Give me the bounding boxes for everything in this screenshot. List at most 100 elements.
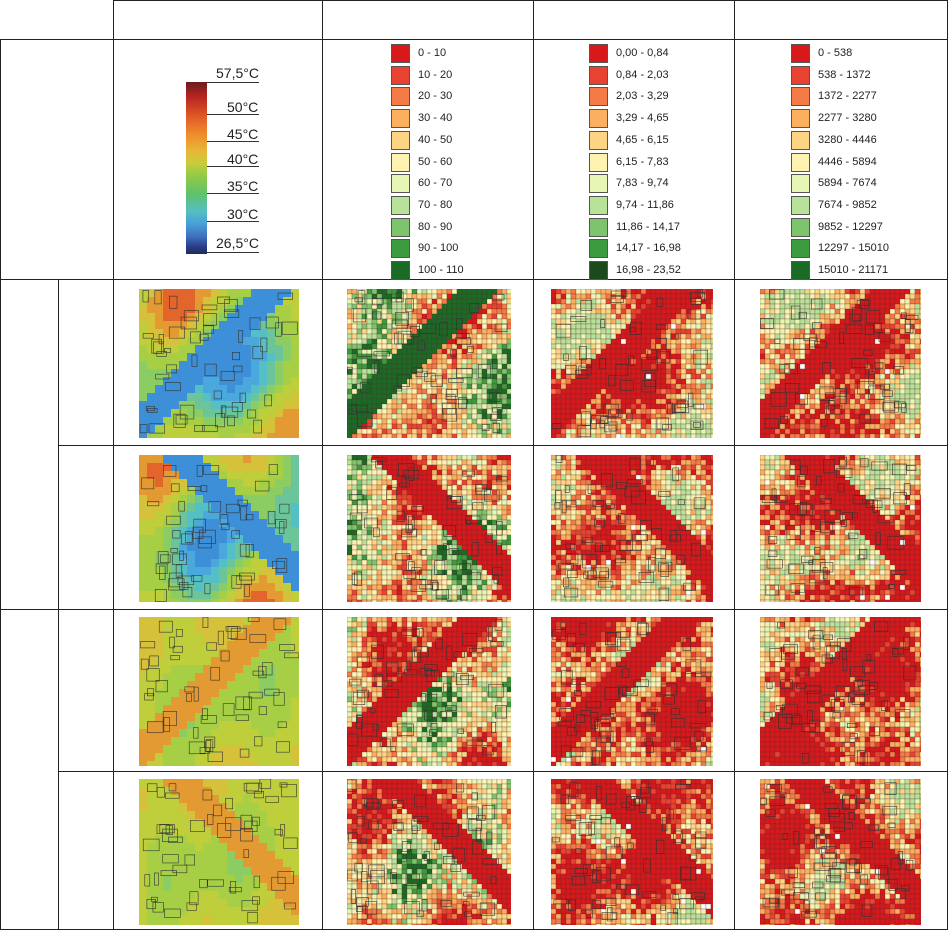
legend-label: 1372 - 2277 bbox=[818, 90, 877, 103]
grid-line bbox=[0, 609, 948, 610]
tick-label: 50°C bbox=[227, 99, 259, 115]
legend-swatch bbox=[791, 87, 810, 107]
legend-label: 0,84 - 2,03 bbox=[616, 68, 669, 81]
legend-label: 10 - 20 bbox=[418, 68, 453, 81]
legend-label: 60 - 70 bbox=[418, 177, 453, 190]
legend-label: 7674 - 9852 bbox=[818, 198, 877, 211]
legend-swatch bbox=[791, 109, 810, 129]
class-map-image bbox=[760, 617, 921, 766]
legend-label: 20 - 30 bbox=[418, 90, 453, 103]
grid-line bbox=[0, 279, 948, 280]
thermal-map-image bbox=[139, 617, 299, 766]
legend-label: 3,29 - 4,65 bbox=[616, 112, 669, 125]
class-map-image bbox=[551, 779, 713, 925]
class-map-image bbox=[551, 455, 713, 602]
class-map-image bbox=[551, 617, 713, 766]
grid-line bbox=[58, 771, 948, 772]
legend-swatch bbox=[791, 44, 810, 63]
grid-line bbox=[322, 0, 323, 930]
legend-label: 90 - 100 bbox=[418, 242, 459, 255]
legend-label: 80 - 90 bbox=[418, 220, 453, 233]
tick-label-min: 26,5°C bbox=[216, 235, 259, 251]
tick-label: 30°C bbox=[227, 206, 259, 222]
legend-swatch bbox=[589, 195, 608, 215]
grid-line bbox=[734, 0, 735, 930]
grid-line bbox=[0, 39, 948, 40]
class-map-image bbox=[760, 779, 921, 925]
thermal-map-image bbox=[139, 289, 299, 438]
legend-label: 14,17 - 16,98 bbox=[616, 242, 681, 255]
grid-line bbox=[58, 445, 948, 446]
class-map-image bbox=[347, 779, 511, 925]
tick-label-max: 57,5°C bbox=[216, 65, 259, 81]
tick-line bbox=[207, 82, 259, 83]
legend-label: 3280 - 4446 bbox=[818, 133, 877, 146]
legend-label: 9,74 - 11,86 bbox=[616, 198, 674, 211]
tick-label: 45°C bbox=[227, 126, 259, 142]
grid-line bbox=[0, 39, 1, 930]
grid-line bbox=[113, 0, 114, 930]
legend-label: 40 - 50 bbox=[418, 133, 453, 146]
legend-swatch bbox=[391, 239, 410, 259]
class-map-image bbox=[760, 455, 921, 602]
legend-label: 0 - 538 bbox=[818, 47, 853, 59]
grid-line bbox=[58, 279, 59, 930]
legend-label: 16,98 - 23,52 bbox=[616, 264, 681, 276]
legend-label: 9852 - 12297 bbox=[818, 220, 883, 233]
legend-swatch bbox=[391, 174, 410, 194]
tick-label: 35°C bbox=[227, 178, 259, 194]
legend-label: 2277 - 3280 bbox=[818, 112, 877, 125]
legend-swatch bbox=[589, 44, 608, 63]
legend-label: 15010 - 21171 bbox=[818, 264, 889, 276]
legend-swatch bbox=[791, 239, 810, 259]
legend-label: 538 - 1372 bbox=[818, 68, 871, 81]
legend-swatch bbox=[589, 65, 608, 85]
legend-swatch bbox=[791, 65, 810, 85]
thermal-map-image bbox=[139, 779, 299, 925]
legend-label: 2,03 - 3,29 bbox=[616, 90, 669, 103]
tick-line bbox=[207, 221, 259, 222]
legend-swatch bbox=[791, 152, 810, 172]
legend-swatch bbox=[791, 174, 810, 194]
legend-label: 6,15 - 7,83 bbox=[616, 155, 669, 168]
legend-swatch bbox=[391, 44, 410, 63]
temperature-colorbar bbox=[186, 82, 207, 254]
legend-label: 100 - 110 bbox=[418, 264, 464, 276]
legend-swatch bbox=[589, 109, 608, 129]
legend-label: 4446 - 5894 bbox=[818, 155, 877, 168]
legend-label: 7,83 - 9,74 bbox=[616, 177, 669, 190]
grid-line bbox=[533, 0, 534, 930]
legend-swatch bbox=[791, 261, 810, 280]
legend-swatch bbox=[391, 130, 410, 150]
tick-line bbox=[207, 252, 259, 253]
legend-label: 5894 - 7674 bbox=[818, 177, 877, 190]
legend-swatch bbox=[589, 239, 608, 259]
class-map-image bbox=[551, 289, 713, 438]
legend-label: 0,00 - 0,84 bbox=[616, 47, 669, 59]
legend-swatch bbox=[391, 195, 410, 215]
tick-line bbox=[207, 114, 259, 115]
legend-swatch bbox=[589, 261, 608, 280]
class-map-image bbox=[347, 455, 511, 602]
grid-line bbox=[113, 0, 948, 1]
class-map-image bbox=[347, 617, 511, 766]
legend-swatch bbox=[791, 195, 810, 215]
legend-swatch bbox=[391, 65, 410, 85]
legend-label: 4,65 - 6,15 bbox=[616, 133, 669, 146]
tick-line bbox=[207, 166, 259, 167]
legend-label: 11,86 - 14,17 bbox=[616, 220, 681, 233]
tick-line bbox=[207, 193, 259, 194]
thermal-map-image bbox=[139, 455, 299, 602]
legend-label: 30 - 40 bbox=[418, 112, 453, 125]
legend-swatch bbox=[391, 109, 410, 129]
class-map-image bbox=[347, 289, 511, 438]
legend-swatch bbox=[391, 261, 410, 280]
tick-label: 40°C bbox=[227, 151, 259, 167]
legend-swatch bbox=[589, 174, 608, 194]
legend-swatch bbox=[589, 87, 608, 107]
legend-swatch bbox=[791, 217, 810, 237]
tick-line bbox=[207, 141, 259, 142]
legend-label: 12297 - 15010 bbox=[818, 242, 889, 255]
class-map-image bbox=[760, 289, 921, 438]
legend-label: 70 - 80 bbox=[418, 198, 453, 211]
